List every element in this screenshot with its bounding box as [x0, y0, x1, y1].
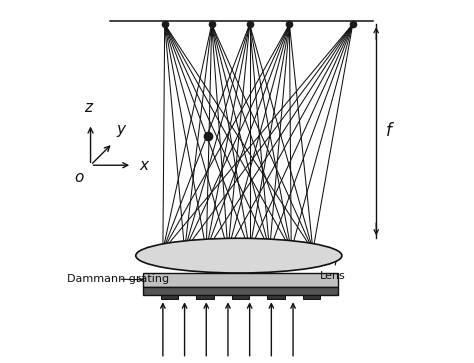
Bar	[196, 295, 214, 299]
Text: $f$: $f$	[385, 122, 395, 140]
Bar	[143, 273, 338, 287]
Bar	[143, 287, 338, 295]
Text: Lens: Lens	[320, 254, 346, 281]
Text: Dammann grating: Dammann grating	[67, 274, 169, 284]
Bar	[267, 295, 285, 299]
Bar	[161, 295, 179, 299]
Text: $x$: $x$	[139, 158, 151, 173]
Bar	[303, 295, 320, 299]
Text: $z$: $z$	[83, 99, 94, 115]
Text: $y$: $y$	[116, 123, 128, 139]
Text: $o$: $o$	[74, 170, 85, 184]
Bar	[232, 295, 249, 299]
Ellipse shape	[136, 238, 342, 273]
